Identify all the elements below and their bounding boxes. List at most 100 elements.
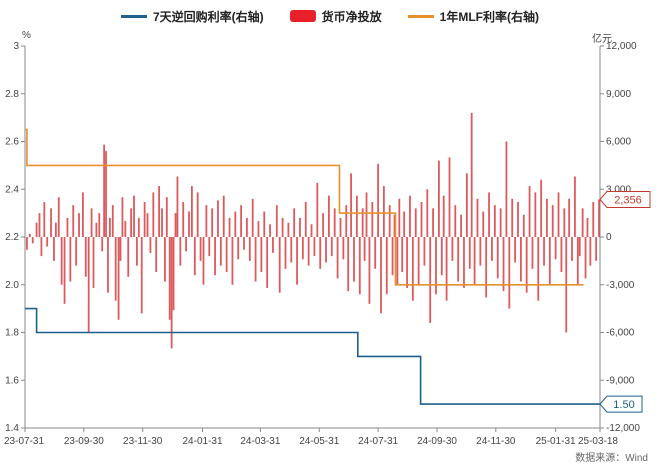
net-injection-bar (84, 237, 87, 277)
net-injection-bar (333, 208, 336, 237)
net-injection-bar (81, 192, 84, 237)
net-injection-bar (448, 157, 451, 237)
net-injection-bar (396, 237, 399, 285)
legend-label-reverse-repo: 7天逆回购利率(右轴) (152, 9, 264, 24)
net-injection-bar (470, 112, 473, 237)
net-injection-bar (240, 205, 243, 237)
right-axis-tick-label: -9,000 (606, 375, 635, 386)
net-injection-bar (505, 141, 508, 237)
legend-item-reverse-repo[interactable]: 7天逆回购利率(右轴) (120, 8, 264, 25)
net-injection-bar (304, 201, 307, 237)
net-injection-bar (313, 237, 316, 257)
net-injection-bar (90, 208, 93, 237)
net-injection-bar (231, 237, 234, 285)
reverse-repo-rate-line (25, 307, 600, 405)
left-axis-tick-label: 2.8 (5, 89, 19, 100)
net-injection-bar (281, 217, 284, 237)
net-injection-bar (401, 237, 404, 273)
net-injection-bar (287, 222, 290, 237)
net-injection-bar (531, 237, 534, 269)
net-injection-bar (225, 237, 228, 273)
net-injection-bar (479, 237, 482, 266)
net-injection-bar (149, 237, 152, 253)
net-injection-bar (525, 237, 528, 293)
x-axis-tick-label: 24-09-30 (417, 436, 457, 447)
legend-item-net-injection[interactable]: 货币净投放 (289, 8, 382, 25)
net-injection-bar (325, 237, 327, 263)
net-injection-bar (260, 237, 263, 273)
x-axis-tick-label: 23-09-30 (64, 436, 104, 447)
net-injection-last-label: 2,356 (614, 195, 642, 207)
net-injection-bar (377, 163, 380, 237)
net-injection-bar (554, 237, 557, 260)
net-injection-bar (222, 195, 225, 237)
net-injection-bar (540, 179, 543, 237)
left-axis-tick-label: 3 (13, 41, 19, 52)
net-injection-bar (251, 198, 254, 237)
x-axis-tick-label: 24-11-30 (476, 436, 516, 447)
net-injection-bar (143, 201, 146, 237)
net-injection-bar (465, 173, 468, 237)
net-injection-bar (589, 237, 592, 266)
net-injection-bar (75, 237, 78, 266)
net-injection-bar (429, 237, 432, 323)
net-injection-bar (245, 217, 248, 237)
right-axis-tick-label: -12,000 (606, 423, 640, 434)
right-axis-tick-label: 0 (606, 232, 612, 243)
net-injection-bar (50, 208, 52, 237)
net-injection-bar (485, 237, 488, 298)
net-injection-bar (60, 237, 63, 285)
net-injection-bar (581, 208, 584, 237)
net-injection-bar (165, 197, 168, 237)
net-injection-bar (172, 237, 175, 311)
net-injection-bar (496, 237, 499, 279)
net-injection-bar (114, 237, 117, 301)
net-injection-bar (543, 237, 545, 266)
right-axis-tick-label: 3,000 (606, 184, 631, 195)
x-axis-tick-label: 24-01-31 (183, 436, 223, 447)
data-source-note: 数据来源：Wind (575, 453, 648, 464)
net-injection-bar (316, 182, 319, 237)
net-injection-bar (284, 237, 287, 269)
net-injection-bar (228, 217, 231, 237)
net-injection-bar (517, 201, 519, 237)
net-injection-bar (196, 192, 199, 237)
net-injection-bar (26, 237, 28, 250)
net-injection-bar (576, 237, 579, 285)
net-injection-bar (560, 237, 563, 273)
net-injection-bar (519, 237, 522, 282)
reverse-repo-last-label: 1.50 (613, 399, 634, 411)
net-injection-bar (103, 144, 106, 237)
chart-legend: 7天逆回购利率(右轴) 货币净投放 1年MLF利率(右轴) (0, 6, 660, 26)
net-injection-bar (72, 205, 75, 237)
right-axis-tick-label: 6,000 (606, 137, 631, 148)
net-injection-bar (266, 237, 269, 288)
net-injection-bar (199, 237, 202, 261)
net-injection-bar (488, 192, 490, 237)
net-injection-bar (342, 237, 345, 260)
net-injection-bar (299, 217, 301, 237)
right-axis-tick-label: -3,000 (606, 280, 635, 291)
legend-item-mlf[interactable]: 1年MLF利率(右轴) (407, 8, 539, 25)
net-injection-bar (347, 237, 350, 292)
net-injection-bar (78, 213, 80, 237)
net-injection-bar (98, 213, 101, 237)
net-injection-bar (355, 195, 358, 237)
net-injection-bar (191, 186, 193, 237)
net-injection-bar (290, 237, 293, 263)
net-injection-bar (66, 217, 69, 237)
net-injection-bar (174, 213, 177, 237)
net-injection-bar (403, 211, 406, 237)
net-injection-bar (508, 237, 511, 309)
net-injection-bar (111, 205, 114, 237)
net-injection-bar (460, 214, 462, 237)
net-injection-bar (493, 205, 496, 237)
net-injection-bar (385, 237, 388, 295)
net-injection-bar (127, 237, 130, 277)
net-injection-bar (353, 237, 355, 282)
net-injection-bar (179, 237, 182, 266)
right-axis-tick-label: -6,000 (606, 328, 635, 339)
net-injection-bar (163, 237, 166, 282)
net-injection-bar (598, 199, 600, 237)
